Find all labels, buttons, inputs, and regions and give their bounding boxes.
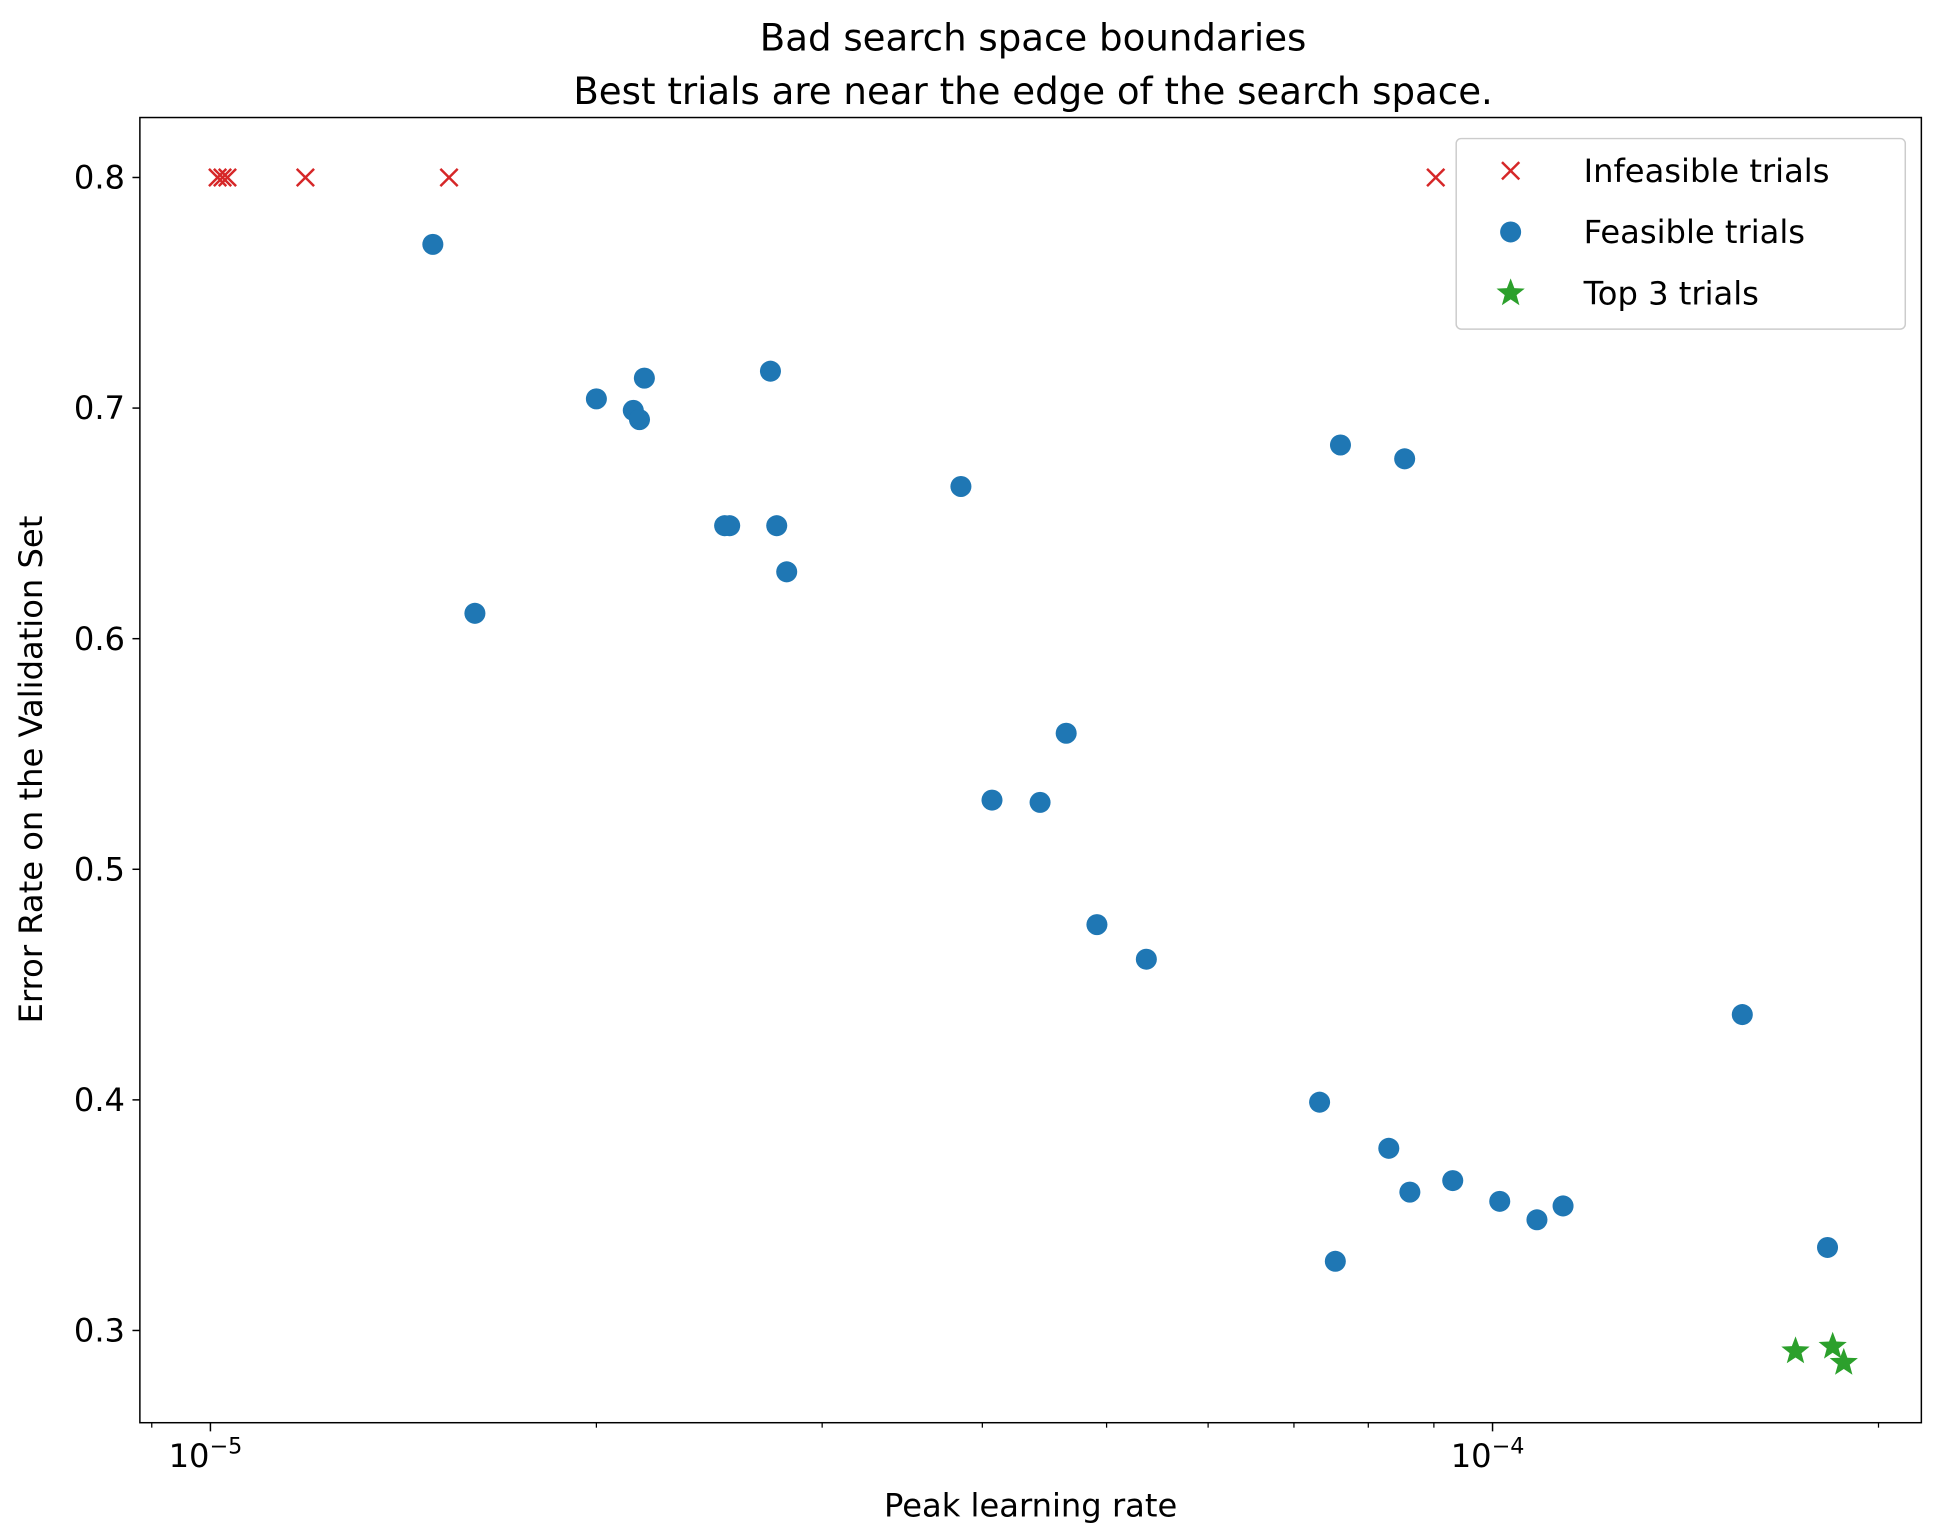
feasible-trial-point: [1552, 1195, 1574, 1217]
top-trial-point: [1829, 1347, 1858, 1375]
feasible-trial-point: [585, 388, 607, 410]
feasible-trial-point: [1399, 1181, 1421, 1203]
feasible-trial-point: [759, 360, 781, 382]
x-stroke: [213, 167, 233, 188]
x-stroke: [295, 167, 315, 188]
x-tick-label: 10−4: [1451, 1434, 1525, 1476]
feasible-trial-point: [1526, 1209, 1548, 1231]
feasible-trial-point: [950, 475, 972, 497]
feasible-trial-point: [1135, 948, 1157, 970]
legend-marker-3: [1496, 278, 1525, 306]
feasible-trial-point: [981, 789, 1003, 811]
axes: 0.3 0.4 0.5 0.6 0.7 0.8 10−5 10−4: [74, 159, 1880, 1476]
legend-marker-1: [1501, 161, 1521, 181]
x-stroke: [1426, 167, 1446, 188]
feasible-trial-point: [776, 561, 798, 583]
x-axis-label: Peak learning rate: [884, 1487, 1177, 1525]
plot-frame: [139, 116, 1923, 1424]
x-stroke: [217, 167, 237, 188]
feasible-trial-point: [719, 515, 741, 537]
x-tick-label: 10−5: [169, 1434, 243, 1476]
feasible-trial-point: [628, 409, 651, 431]
x-stroke: [1501, 161, 1521, 181]
legend: Infeasible trials Feasible trials Top 3 tr…: [1455, 137, 1907, 330]
top-trial-point: [1781, 1336, 1810, 1364]
feasible-trial-point: [1055, 722, 1077, 744]
feasible-trial-point: [1324, 1250, 1346, 1272]
legend-label-2: Feasible trials: [1584, 213, 1805, 251]
feasible-trial-point: [1489, 1190, 1511, 1212]
x-stroke: [439, 167, 459, 188]
y-axis-label: Error Rate on the Validation Set: [12, 516, 50, 1024]
chart-subtitle: Best trials are near the edge of the sea…: [573, 70, 1492, 113]
y-tick-label: 0.6: [74, 620, 125, 658]
infeasible-trial-point: [1426, 167, 1446, 188]
feasible-trial-point: [1442, 1170, 1464, 1192]
legend-label-1: Infeasible trials: [1584, 152, 1830, 190]
top-trial-point: [1818, 1331, 1847, 1359]
feasible-trial-point: [422, 233, 444, 255]
infeasible-trial-point: [295, 167, 315, 188]
legend-label-3: Top 3 trials: [1583, 274, 1759, 312]
feasible-trial-point: [1329, 434, 1351, 456]
y-tick-label: 0.7: [74, 389, 125, 427]
feasible-trial-point: [1309, 1091, 1331, 1113]
feasible-trial-point: [1086, 914, 1108, 936]
feasible-trial-point: [1817, 1236, 1839, 1258]
chart-title: Bad search space boundaries: [760, 17, 1307, 60]
feasible-trial-point: [1378, 1137, 1400, 1159]
legend-box: [1455, 137, 1907, 330]
legend-marker-2: [1500, 221, 1522, 243]
infeasible-trial-point: [213, 167, 233, 188]
feasible-trial-point: [766, 515, 788, 537]
data-marks: [208, 167, 1858, 1375]
feasible-trial-point: [633, 367, 655, 389]
infeasible-trial-point: [439, 167, 459, 188]
feasible-trial-point: [1029, 791, 1051, 813]
feasible-trial-point: [1394, 448, 1416, 470]
y-tick-label: 0.3: [74, 1312, 125, 1350]
infeasible-trial-point: [217, 167, 237, 188]
y-tick-label: 0.8: [74, 159, 125, 197]
feasible-trial-point: [464, 602, 486, 624]
y-tick-label: 0.4: [74, 1081, 125, 1119]
feasible-trial-point: [1731, 1004, 1753, 1026]
y-tick-label: 0.5: [74, 850, 125, 888]
